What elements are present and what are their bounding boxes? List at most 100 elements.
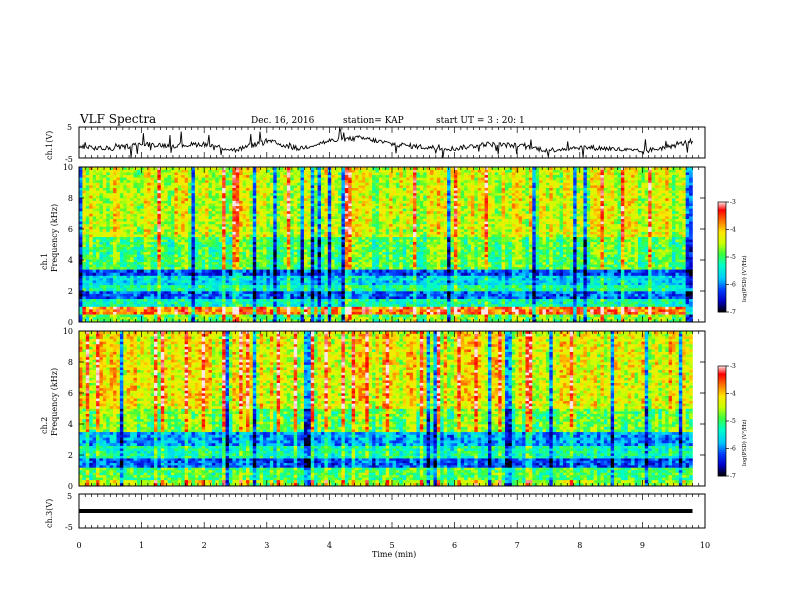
spectrogram-cell — [385, 256, 390, 260]
spectrogram-cell — [167, 291, 172, 294]
spectrogram-cell — [689, 254, 693, 258]
spectrogram-cell — [136, 259, 141, 263]
spectrogram-cell — [303, 261, 308, 265]
spectrogram-cell — [222, 311, 226, 315]
spectrogram-cell — [399, 309, 404, 312]
spectrogram-cell — [246, 254, 250, 258]
spectrogram-cell — [481, 311, 485, 315]
spectrogram-cell — [467, 284, 472, 289]
spectrogram-cell — [549, 254, 554, 258]
spectrogram-cell — [392, 249, 397, 253]
spectrogram-cell — [498, 251, 502, 255]
spectrogram-cell — [406, 319, 410, 323]
spectrogram-cell — [637, 272, 642, 276]
spectrogram-cell — [494, 291, 499, 294]
spectrogram-cell — [314, 264, 318, 268]
spectrogram-cell — [290, 280, 295, 283]
spectrogram-cell — [133, 275, 138, 279]
spectrogram-cell — [167, 293, 172, 297]
spectrogram-cell — [358, 291, 363, 294]
spectrogram-cell — [433, 314, 438, 318]
spectrogram-cell — [133, 284, 138, 289]
spectrogram-cell — [102, 282, 107, 286]
spectrogram-cell — [365, 284, 369, 289]
spectrogram-cell — [682, 266, 686, 270]
spectrogram-cell — [399, 301, 404, 305]
spectrogram-cell — [164, 251, 168, 255]
spectrogram-cell — [201, 284, 206, 289]
spectrogram-cell — [355, 254, 359, 258]
spectrogram-cell — [668, 303, 673, 307]
spectrogram-cell — [586, 256, 591, 260]
spectrogram-cell — [532, 259, 536, 263]
spectrogram-cell — [631, 280, 635, 283]
spectrogram-cell — [96, 306, 100, 310]
spectrogram-cell — [201, 316, 206, 320]
spectrogram-cell — [218, 280, 223, 283]
spectrogram-cell — [689, 259, 693, 263]
spectrogram-cell — [433, 296, 438, 300]
spectrogram-cell — [276, 272, 281, 276]
spectrogram-cell — [440, 298, 444, 302]
spectrogram-cell — [208, 298, 213, 302]
spectrogram-cell — [92, 259, 97, 263]
spectrogram-cell — [549, 282, 554, 286]
spectrogram-cell — [188, 314, 192, 318]
spectrogram-cell — [426, 256, 431, 260]
spectrogram-cell — [256, 266, 260, 270]
spectrogram-cell — [654, 284, 659, 289]
spectrogram-cell — [286, 269, 291, 273]
spectrogram-cell — [252, 301, 257, 305]
spectrogram-cell — [535, 280, 540, 283]
spectrogram-cell — [487, 259, 492, 263]
spectrogram-cell — [672, 303, 676, 307]
spectrogram-cell — [590, 301, 594, 305]
spectrogram-cell — [368, 280, 373, 283]
spectrogram-cell — [389, 261, 393, 265]
spectrogram-cell — [246, 249, 250, 253]
spectrogram-cell — [269, 306, 274, 310]
spectrogram-cell — [218, 282, 223, 286]
spectrogram-cell — [505, 298, 509, 302]
spectrogram-cell — [528, 280, 533, 283]
spectrogram-cell — [194, 277, 199, 281]
spectrogram-cell — [607, 266, 611, 270]
spectrogram-cell — [99, 316, 104, 320]
spectrogram-cell — [225, 259, 230, 263]
spectrogram-cell — [205, 269, 209, 273]
spectrogram-cell — [491, 254, 496, 258]
spectrogram-cell — [648, 269, 652, 273]
spectrogram-cell — [235, 259, 240, 263]
spectrogram-cell — [96, 291, 100, 294]
spectrogram-cell — [689, 284, 693, 289]
spectrogram-cell — [658, 316, 663, 320]
spectrogram-cell — [314, 291, 318, 294]
spectrogram-cell — [119, 264, 124, 268]
spectrogram-cell — [678, 287, 683, 292]
spectrogram-cell — [222, 298, 226, 302]
spectrogram-cell — [576, 272, 581, 276]
spectrogram-cell — [293, 259, 298, 263]
spectrogram-cell — [430, 269, 434, 273]
spectrogram-cell — [113, 287, 117, 292]
spectrogram-cell — [140, 261, 145, 265]
spectrogram-cell — [99, 277, 104, 281]
spectrogram-cell — [96, 303, 100, 307]
spectrogram-cell — [590, 282, 594, 286]
spectrogram-cell — [113, 309, 117, 312]
spectrogram-cell — [382, 280, 387, 283]
spectrogram-cell — [167, 249, 172, 253]
spectrogram-cell — [658, 311, 663, 315]
ch1-waveform-trace — [78, 127, 693, 158]
spectrogram-cell — [535, 269, 540, 273]
spectrogram-cell — [130, 296, 134, 300]
spectrogram-cell — [130, 284, 134, 289]
spectrogram-cell — [79, 280, 83, 283]
spectrogram-cell — [634, 291, 639, 294]
spectrogram-cell — [423, 314, 427, 318]
spectrogram-cell — [460, 256, 465, 260]
spectrogram-cell — [235, 256, 240, 260]
spectrogram-cell — [280, 303, 284, 307]
spectrogram-cell — [334, 251, 339, 255]
spectrogram-cell — [198, 259, 202, 263]
